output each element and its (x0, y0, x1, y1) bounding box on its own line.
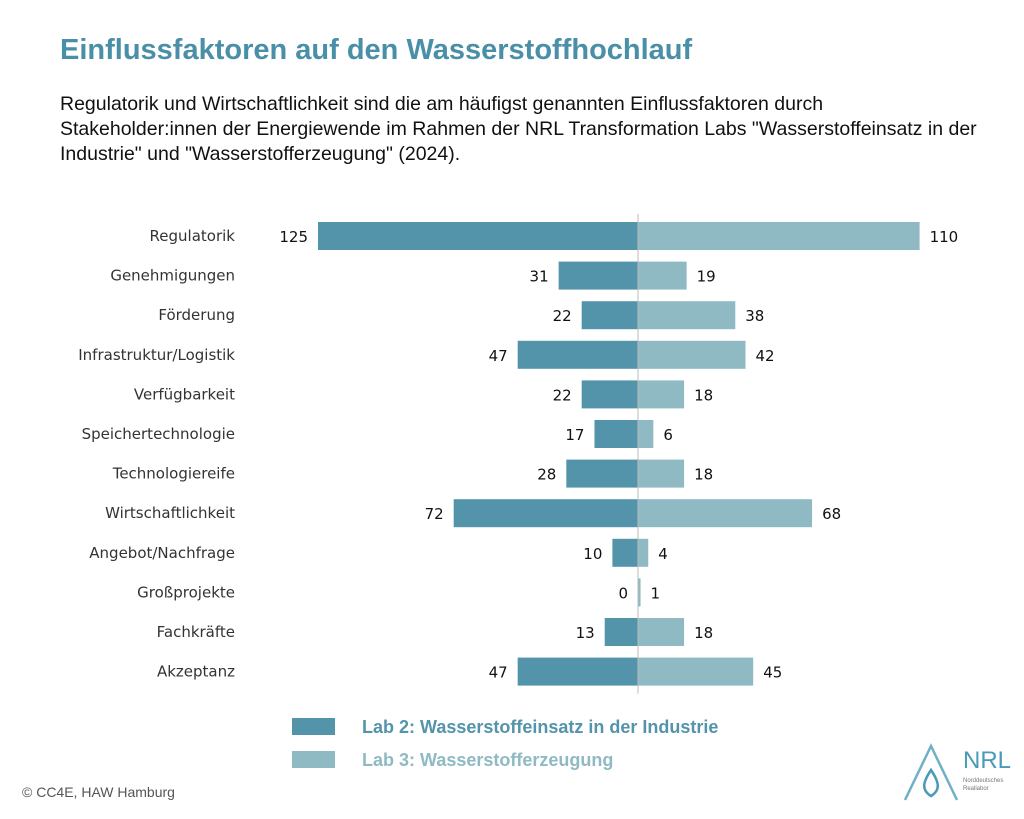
bar-lab2 (581, 301, 638, 330)
bar-lab2 (517, 340, 638, 369)
bar-lab3 (638, 222, 920, 250)
bar-lab3 (638, 578, 641, 607)
value-label-lab3: 18 (694, 386, 713, 404)
value-label-lab2: 17 (565, 426, 584, 444)
value-label-lab2: 13 (576, 624, 595, 642)
value-label-lab2: 47 (489, 664, 508, 682)
category-label: Fachkräfte (157, 623, 235, 641)
bar-lab2 (453, 499, 638, 528)
value-label-lab2: 125 (279, 228, 308, 246)
bar-lab3 (638, 301, 736, 330)
value-label-lab3: 45 (763, 664, 782, 682)
bar-lab3 (638, 618, 685, 646)
bar-lab3 (638, 340, 746, 369)
bar-lab2 (594, 420, 638, 448)
legend-label: Lab 2: Wasserstoffeinsatz in der Industr… (362, 717, 718, 737)
value-label-lab3: 19 (697, 268, 716, 286)
bar-lab2 (318, 222, 638, 250)
category-label: Regulatorik (150, 227, 236, 245)
copyright: © CC4E, HAW Hamburg (22, 784, 175, 800)
value-label-lab2: 47 (489, 347, 508, 365)
value-label-lab3: 18 (694, 466, 713, 484)
bar-lab2 (558, 261, 638, 290)
value-label-lab3: 4 (658, 545, 668, 563)
bar-lab3 (638, 420, 654, 448)
value-label-lab2: 22 (553, 386, 572, 404)
value-label-lab3: 68 (822, 505, 841, 523)
category-label: Genehmigungen (110, 267, 235, 285)
value-label-lab2: 0 (618, 584, 628, 602)
legend-label: Lab 3: Wasserstofferzeugung (362, 750, 613, 770)
bar-lab2 (517, 657, 638, 686)
category-label: Wirtschaftlichkeit (105, 504, 235, 522)
subtitle: Regulatorik und Wirtschaftlichkeit sind … (60, 93, 977, 165)
value-label-lab3: 1 (651, 584, 661, 602)
bar-lab2 (604, 618, 638, 646)
category-label: Akzeptanz (157, 663, 235, 681)
category-label: Angebot/Nachfrage (89, 544, 235, 562)
bar-lab3 (638, 459, 685, 488)
page-title: Einflussfaktoren auf den Wasserstoffhoch… (60, 34, 693, 66)
bar-lab2 (566, 459, 638, 488)
svg-text:Norddeutsches: Norddeutsches (963, 778, 1003, 784)
category-label: Infrastruktur/Logistik (78, 346, 235, 364)
bar-lab3 (638, 538, 649, 567)
value-label-lab2: 22 (553, 307, 572, 325)
nrl-logo: NRL Norddeutsches Reallabor (903, 743, 1011, 801)
bar-lab3 (638, 499, 813, 528)
value-label-lab2: 10 (583, 545, 602, 563)
value-label-lab3: 38 (745, 307, 764, 325)
category-label: Speichertechnologie (82, 425, 235, 443)
value-label-lab3: 42 (756, 347, 775, 365)
bar-lab2 (581, 380, 638, 409)
category-label: Förderung (158, 306, 235, 324)
category-label: Technologiereife (112, 465, 235, 483)
legend-swatch (292, 718, 335, 735)
legend-swatch (292, 751, 335, 768)
value-label-lab2: 31 (530, 268, 549, 286)
svg-text:NRL: NRL (963, 747, 1011, 774)
value-label-lab3: 6 (663, 426, 673, 444)
svg-text:Reallabor: Reallabor (963, 786, 989, 792)
bar-lab3 (638, 261, 687, 290)
value-label-lab3: 18 (694, 624, 713, 642)
bar-lab3 (638, 380, 685, 409)
bar-lab3 (638, 657, 754, 686)
value-label-lab3: 110 (930, 228, 959, 246)
value-label-lab2: 28 (537, 466, 556, 484)
value-label-lab2: 72 (425, 505, 444, 523)
bar-lab2 (612, 538, 638, 567)
category-label: Verfügbarkeit (134, 385, 235, 403)
category-label: Großprojekte (137, 583, 235, 601)
